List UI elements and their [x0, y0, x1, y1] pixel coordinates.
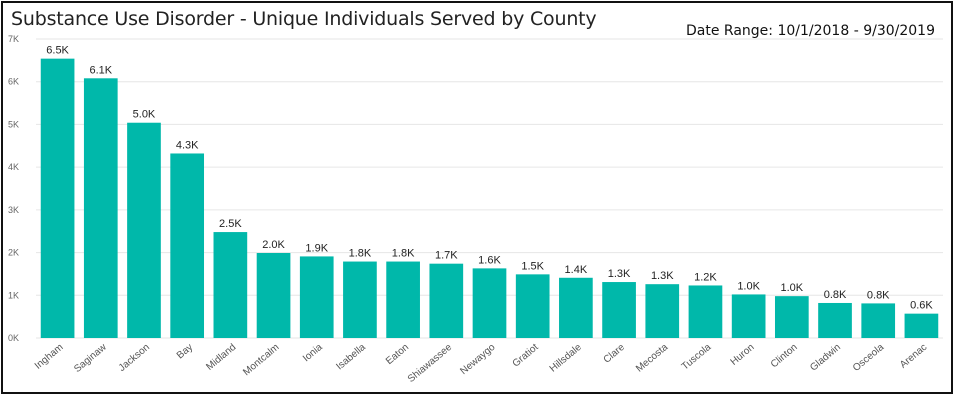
x-tick-label: Jackson: [117, 342, 152, 374]
x-tick-label: Midland: [204, 342, 238, 373]
data-label: 1.6K: [478, 254, 501, 266]
x-tick-label: Ionia: [301, 342, 325, 365]
x-tick-label: Huron: [729, 342, 757, 368]
x-tick-label: Tuscola: [680, 342, 714, 373]
x-tick-label: Ingham: [33, 342, 66, 372]
bar: [213, 232, 248, 338]
y-tick-label: 1K: [8, 290, 19, 300]
data-label: 1.0K: [781, 282, 804, 294]
data-label: 1.9K: [305, 242, 328, 254]
bar: [688, 285, 723, 338]
y-tick-label: 6K: [8, 77, 19, 87]
x-tick-label: Eaton: [384, 342, 411, 367]
data-label: 1.3K: [651, 270, 674, 282]
x-tick-label: Hillsdale: [548, 342, 584, 375]
bar: [904, 313, 939, 338]
data-label: 0.6K: [910, 300, 933, 312]
y-tick-label: 4K: [8, 162, 19, 172]
y-tick-label: 7K: [8, 34, 19, 44]
bar: [429, 263, 464, 338]
data-label: 1.5K: [521, 260, 544, 272]
data-label: 1.3K: [608, 268, 631, 280]
x-tick-label: Newaygo: [458, 342, 497, 378]
bar: [861, 303, 896, 338]
bar: [645, 284, 680, 338]
y-tick-label: 5K: [8, 119, 19, 129]
y-tick-label: 0K: [8, 333, 19, 343]
x-tick-label: Saginaw: [72, 341, 109, 375]
data-label: 2.5K: [219, 218, 242, 230]
bar: [602, 282, 636, 338]
data-label: 2.0K: [262, 239, 285, 251]
x-tick-label: Clinton: [769, 342, 800, 370]
data-label: 0.8K: [867, 289, 890, 301]
data-label: 6.1K: [89, 64, 112, 76]
data-label: 1.4K: [565, 264, 588, 276]
bar: [559, 277, 593, 338]
bar: [299, 256, 334, 338]
x-tick-label: Bay: [175, 342, 195, 362]
bar: [40, 58, 75, 339]
data-label: 1.0K: [737, 280, 760, 292]
x-tick-label: Mecosta: [634, 342, 670, 375]
bar: [731, 294, 766, 338]
y-tick-label: 3K: [8, 205, 19, 215]
bar: [818, 302, 852, 338]
x-tick-label: Montcalm: [241, 342, 281, 378]
data-label: 0.8K: [824, 289, 847, 301]
data-label: 1.7K: [435, 250, 458, 262]
x-tick-label: Gratiot: [511, 342, 541, 370]
data-label: 6.5K: [46, 45, 69, 57]
bar: [127, 122, 161, 338]
bar: [472, 268, 507, 338]
y-tick-label: 2K: [8, 248, 19, 258]
x-tick-label: Shiawassee: [406, 342, 455, 385]
x-tick-label: Gladwin: [808, 342, 843, 374]
bar: [170, 153, 205, 338]
data-label: 5.0K: [133, 109, 156, 121]
data-label: 4.3K: [176, 139, 199, 151]
bar: [774, 296, 809, 338]
bar: [83, 78, 118, 338]
date-range-label: Date Range: 10/1/2018 - 9/30/2019: [686, 23, 935, 39]
x-tick-label: Clare: [602, 342, 628, 366]
data-label: 1.8K: [392, 248, 415, 260]
data-label: 1.2K: [694, 271, 717, 283]
x-tick-label: Arenac: [898, 342, 929, 371]
chart-title: Substance Use Disorder - Unique Individu…: [11, 8, 597, 30]
bar: [515, 274, 550, 338]
bar: [343, 261, 377, 338]
x-tick-label: Isabella: [334, 342, 368, 373]
bar: [386, 261, 420, 338]
x-tick-label: Osceola: [851, 342, 887, 374]
bar: [256, 252, 291, 338]
data-label: 1.8K: [349, 248, 372, 260]
